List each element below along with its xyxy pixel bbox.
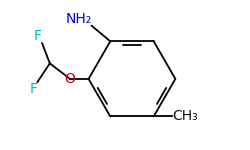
Text: O: O	[64, 72, 76, 86]
Text: F: F	[34, 29, 42, 43]
Text: CH₃: CH₃	[172, 110, 198, 123]
Text: F: F	[30, 82, 38, 96]
Text: NH₂: NH₂	[66, 12, 92, 26]
